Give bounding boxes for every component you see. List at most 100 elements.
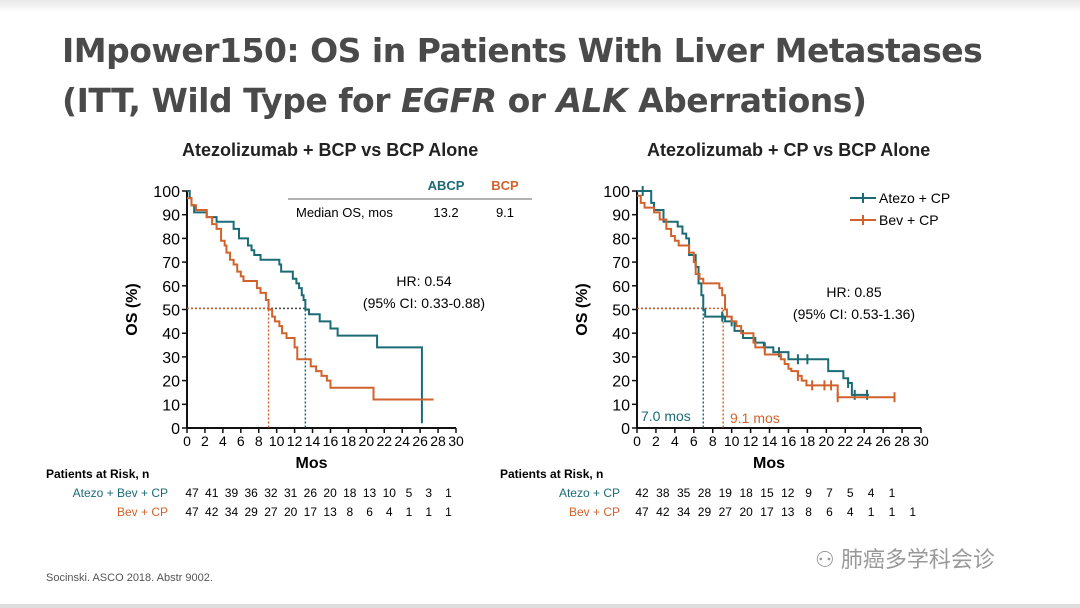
- x-tick-label: 10: [269, 433, 285, 449]
- y-tick-label: 40: [612, 326, 630, 343]
- risk-value: 20: [284, 505, 298, 519]
- risk-value: 5: [406, 486, 413, 500]
- table-row-label: Median OS, mos: [296, 205, 393, 220]
- risk-value: 19: [719, 486, 733, 500]
- x-tick-label: 12: [287, 433, 303, 449]
- risk-value: 34: [225, 505, 239, 519]
- x-tick-label: 16: [323, 433, 339, 449]
- x-tick-label: 16: [781, 433, 797, 449]
- risk-value: 7: [826, 486, 833, 500]
- x-tick-label: 18: [800, 433, 816, 449]
- x-tick-label: 22: [376, 433, 392, 449]
- risk-value: 1: [445, 505, 452, 519]
- risk-value: 41: [205, 486, 219, 500]
- risk-value: 3: [425, 486, 432, 500]
- km-curve-abcp: [187, 190, 423, 424]
- risk-value: 8: [805, 505, 812, 519]
- y-tick-label: 40: [162, 326, 180, 343]
- x-tick-label: 0: [633, 433, 641, 449]
- risk-value: 36: [245, 486, 259, 500]
- legend-label: Atezo + CP: [879, 190, 950, 206]
- risk-value: 18: [739, 486, 753, 500]
- confidence-interval: (95% CI: 0.33-0.88): [363, 295, 485, 311]
- risk-row-label: Atezo + CP: [559, 486, 620, 500]
- risk-value: 47: [185, 486, 199, 500]
- risk-value: 42: [656, 505, 670, 519]
- risk-table-title: Patients at Risk, n: [46, 467, 149, 481]
- y-tick-label: 80: [162, 231, 180, 248]
- y-tick-label: 60: [162, 279, 180, 296]
- risk-value: 42: [205, 505, 219, 519]
- risk-value: 47: [185, 505, 199, 519]
- risk-value: 9: [805, 486, 812, 500]
- title-part: or: [496, 81, 557, 120]
- x-tick-label: 20: [819, 433, 835, 449]
- risk-table-title: Patients at Risk, n: [500, 467, 603, 481]
- risk-value: 47: [635, 505, 649, 519]
- y-axis-label: OS (%): [124, 283, 141, 335]
- title-part: EGFR: [400, 81, 497, 120]
- hazard-ratio: HR: 0.85: [826, 284, 881, 300]
- risk-value: 1: [868, 505, 875, 519]
- y-tick-label: 50: [162, 303, 180, 320]
- hazard-ratio: HR: 0.54: [396, 273, 451, 289]
- x-tick-label: 26: [412, 433, 428, 449]
- risk-value: 39: [225, 486, 239, 500]
- risk-value: 1: [889, 505, 896, 519]
- y-tick-label: 100: [153, 184, 180, 201]
- x-tick-label: 4: [219, 433, 227, 449]
- risk-value: 27: [264, 505, 278, 519]
- x-tick-label: 12: [743, 433, 759, 449]
- y-tick-label: 50: [612, 303, 630, 320]
- risk-value: 5: [847, 486, 854, 500]
- x-tick-label: 6: [237, 433, 245, 449]
- risk-value: 1: [406, 505, 413, 519]
- y-tick-label: 30: [162, 350, 180, 367]
- title-part: Aberrations): [627, 81, 867, 120]
- y-axis-label: OS (%): [574, 283, 591, 335]
- chart-2-title: Atezolizumab + CP vs BCP Alone: [647, 140, 931, 160]
- x-tick-label: 20: [359, 433, 375, 449]
- title-line-1: IMpower150: OS in Patients With Liver Me…: [62, 31, 983, 70]
- citation: Socinski. ASCO 2018. Abstr 9002.: [46, 572, 213, 584]
- y-tick-label: 100: [603, 184, 630, 201]
- risk-value: 13: [323, 505, 337, 519]
- x-tick-label: 8: [255, 433, 263, 449]
- risk-value: 13: [363, 486, 377, 500]
- risk-value: 20: [323, 486, 337, 500]
- risk-value: 18: [343, 486, 357, 500]
- x-tick-label: 2: [652, 433, 660, 449]
- median-label-bev: 9.1 mos: [730, 410, 780, 426]
- x-tick-label: 30: [913, 433, 929, 449]
- title-part: ALK: [556, 81, 628, 120]
- risk-value: 42: [635, 486, 649, 500]
- x-tick-label: 24: [856, 433, 872, 449]
- x-tick-label: 6: [690, 433, 698, 449]
- risk-value: 27: [719, 505, 733, 519]
- risk-value: 1: [445, 486, 452, 500]
- risk-value: 28: [698, 486, 712, 500]
- risk-value: 12: [781, 486, 795, 500]
- risk-value: 13: [781, 505, 795, 519]
- x-tick-label: 2: [201, 433, 209, 449]
- x-tick-label: 4: [671, 433, 679, 449]
- wechat-icon: ⚇: [815, 547, 841, 572]
- km-curve-bcp: [187, 197, 434, 401]
- km-curve-atezo-cp: [637, 190, 869, 396]
- risk-value: 29: [698, 505, 712, 519]
- x-axis-label: Mos: [296, 455, 328, 472]
- y-tick-label: 20: [612, 374, 630, 391]
- x-tick-label: 0: [183, 433, 191, 449]
- risk-value: 1: [425, 505, 432, 519]
- x-tick-label: 30: [448, 433, 464, 449]
- table-header-abcp: ABCP: [428, 178, 465, 193]
- x-axis-label: Mos: [753, 455, 785, 472]
- title-part: (ITT, Wild Type for: [62, 81, 401, 120]
- x-tick-label: 28: [430, 433, 446, 449]
- risk-value: 4: [847, 505, 854, 519]
- x-tick-label: 24: [394, 433, 410, 449]
- risk-value: 17: [304, 505, 318, 519]
- y-tick-label: 90: [162, 208, 180, 225]
- y-tick-label: 80: [612, 231, 630, 248]
